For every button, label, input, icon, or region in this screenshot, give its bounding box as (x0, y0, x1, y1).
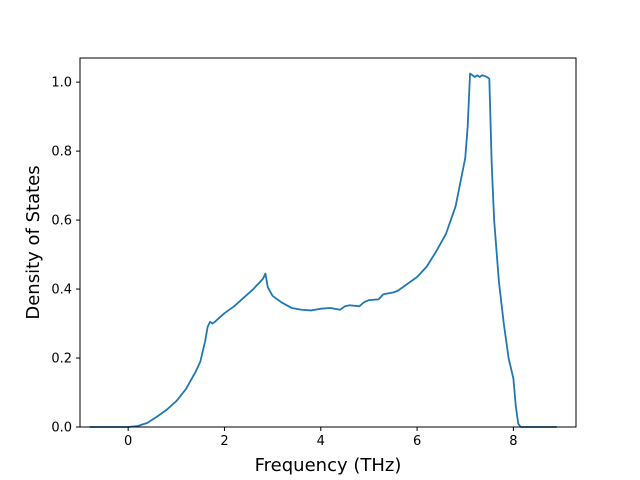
y-tick-label-4: 0.8 (51, 145, 72, 160)
x-axis-label: Frequency (THz) (255, 455, 402, 476)
y-tick-label-3: 0.6 (51, 214, 72, 229)
x-tick-label-0: 0 (124, 434, 132, 449)
x-tick-label-1: 2 (220, 434, 228, 449)
y-tick-label-0: 0.0 (51, 421, 72, 436)
series-line-0 (89, 72, 557, 428)
plot-frame (79, 57, 577, 428)
x-tick-label-4: 8 (509, 434, 517, 449)
y-tick-label-2: 0.4 (51, 283, 72, 298)
y-tick-label-5: 1.0 (51, 76, 72, 91)
x-tick-label-3: 6 (413, 434, 421, 449)
y-axis-label: Density of States (23, 165, 44, 319)
y-tick-label-1: 0.2 (51, 352, 72, 367)
x-tick-label-2: 4 (317, 434, 325, 449)
plot-area: 0 2 4 6 8 0.0 0.2 0.4 0.6 0.8 1.0 (51, 57, 577, 449)
